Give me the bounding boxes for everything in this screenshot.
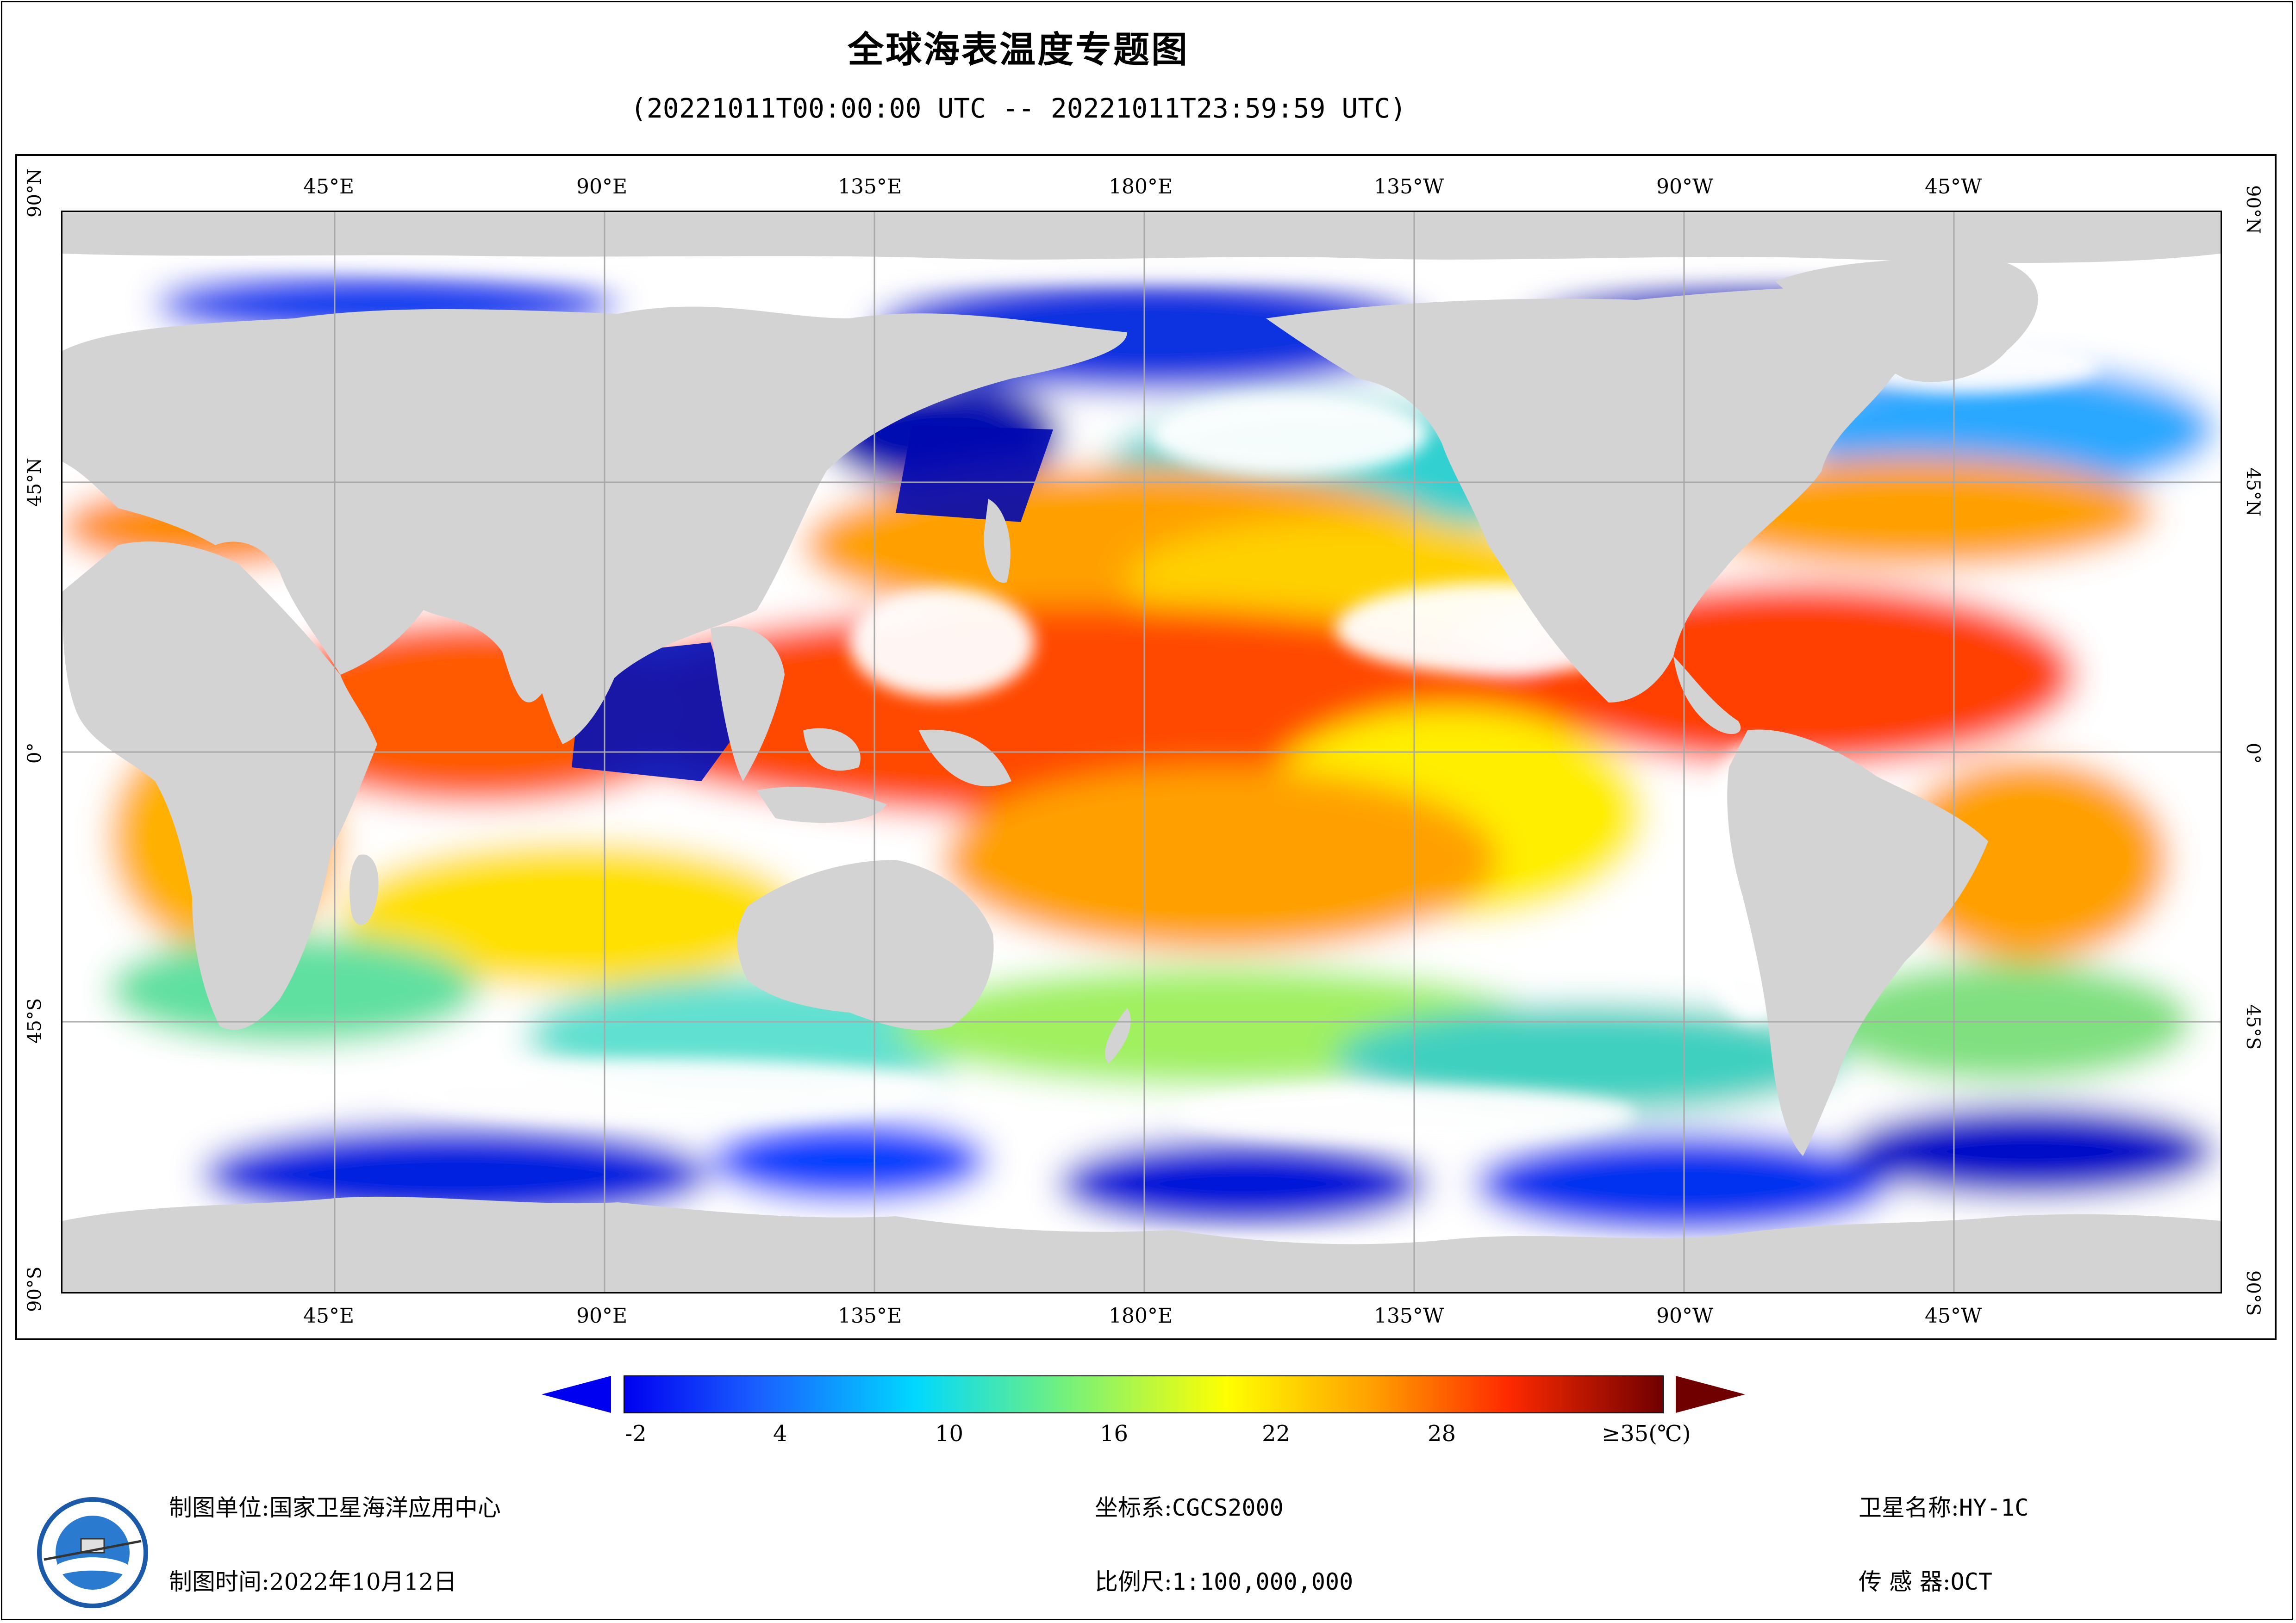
bottom-lon-label: 90°E	[576, 1304, 628, 1328]
scale-value: 1:100,000,000	[1172, 1568, 1354, 1595]
bottom-lon-label: 45°E	[303, 1304, 355, 1328]
production-date: 制图时间:2022年10月12日	[169, 1568, 457, 1595]
colorbar-tick: 4	[773, 1421, 787, 1447]
left-lat-label: 45°S	[24, 998, 45, 1044]
top-lon-label: 90°E	[576, 175, 628, 199]
colorbar-tick: -2	[625, 1421, 647, 1447]
colorbar	[542, 1374, 1745, 1415]
satellite-label: 卫星名称:	[1859, 1494, 1959, 1521]
right-lat-label: 45°N	[2242, 467, 2264, 516]
colorbar-tick: 22	[1262, 1421, 1291, 1447]
top-lon-label: 135°E	[838, 175, 902, 199]
colorbar-max-arrow	[1676, 1376, 1745, 1413]
colorbar-tick: 16	[1100, 1421, 1129, 1447]
left-lat-label: 0°	[24, 742, 45, 764]
left-lat-label: 90°S	[24, 1266, 45, 1312]
land-masses	[62, 212, 2221, 1292]
bottom-lon-label: 45°W	[1925, 1304, 1982, 1328]
right-lat-label: 90°N	[2242, 185, 2264, 234]
bottom-lon-label: 90°W	[1656, 1304, 1714, 1328]
map-title: 全球海表温度专题图	[847, 29, 1189, 71]
colorbar-tick: 10	[935, 1421, 964, 1447]
sensor-label: 传 感 器:	[1859, 1568, 1951, 1595]
scale-label: 比例尺:	[1095, 1568, 1172, 1595]
producer-unit: 制图单位:国家卫星海洋应用中心	[169, 1494, 501, 1521]
time-range-subtitle: (20221011T00:00:00 UTC -- 20221011T23:59…	[630, 93, 1407, 124]
colorbar-gradient	[624, 1375, 1664, 1413]
nsoas-logo	[35, 1495, 150, 1611]
top-lon-label: 45°E	[303, 175, 355, 199]
top-lon-label: 90°W	[1656, 175, 1714, 199]
left-lat-label: 45°N	[24, 458, 45, 507]
sst-map	[61, 211, 2222, 1293]
colorbar-min-arrow	[542, 1376, 611, 1413]
crs-value: CGCS2000	[1172, 1494, 1284, 1521]
sensor-value: OCT	[1950, 1568, 1992, 1595]
bottom-lon-label: 135°E	[838, 1304, 902, 1328]
right-lat-label: 90°S	[2242, 1270, 2264, 1316]
sst-map-svg	[62, 212, 2221, 1292]
crs-label: 坐标系:	[1095, 1494, 1172, 1521]
top-lon-label: 45°W	[1925, 175, 1982, 199]
top-lon-label: 180°E	[1109, 175, 1173, 199]
right-lat-label: 45°S	[2242, 1004, 2264, 1050]
bottom-lon-label: 180°E	[1109, 1304, 1173, 1328]
colorbar-tick: 28	[1428, 1421, 1456, 1447]
crs-row: 坐标系:CGCS2000	[1095, 1489, 1284, 1523]
top-lon-label: 135°W	[1374, 175, 1444, 199]
colorbar-max-label: ≥35(℃)	[1602, 1421, 1691, 1447]
colorbar-svg	[542, 1375, 1745, 1413]
satellite-value: HY-1C	[1959, 1494, 2029, 1521]
bottom-lon-label: 135°W	[1374, 1304, 1444, 1328]
scale-row: 比例尺:1:100,000,000	[1095, 1563, 1353, 1597]
graticule	[62, 212, 2221, 1292]
satellite-row: 卫星名称:HY-1C	[1859, 1489, 2028, 1523]
right-lat-label: 0°	[2242, 743, 2264, 764]
left-lat-label: 90°N	[24, 168, 45, 218]
sensor-row: 传 感 器:OCT	[1859, 1563, 1992, 1597]
